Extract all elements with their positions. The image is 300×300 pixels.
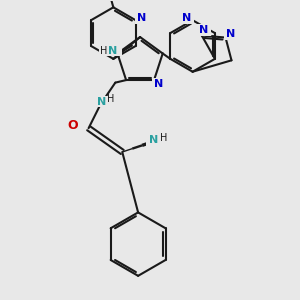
- Text: N: N: [199, 25, 208, 34]
- Text: H: H: [160, 133, 168, 143]
- Text: H: H: [107, 94, 114, 104]
- FancyBboxPatch shape: [94, 95, 113, 107]
- Text: N: N: [97, 98, 106, 107]
- FancyBboxPatch shape: [135, 12, 148, 24]
- Text: H: H: [100, 46, 107, 56]
- Text: N: N: [149, 135, 159, 145]
- FancyBboxPatch shape: [99, 45, 122, 56]
- FancyBboxPatch shape: [197, 24, 211, 36]
- Text: N: N: [137, 13, 146, 23]
- FancyBboxPatch shape: [224, 28, 237, 40]
- Text: N: N: [182, 13, 191, 23]
- Text: N: N: [154, 79, 164, 89]
- Text: O: O: [68, 119, 78, 132]
- FancyBboxPatch shape: [180, 12, 194, 24]
- FancyBboxPatch shape: [152, 78, 166, 90]
- Text: N: N: [226, 28, 235, 39]
- FancyBboxPatch shape: [66, 119, 80, 131]
- FancyBboxPatch shape: [146, 134, 166, 146]
- Text: N: N: [108, 46, 117, 56]
